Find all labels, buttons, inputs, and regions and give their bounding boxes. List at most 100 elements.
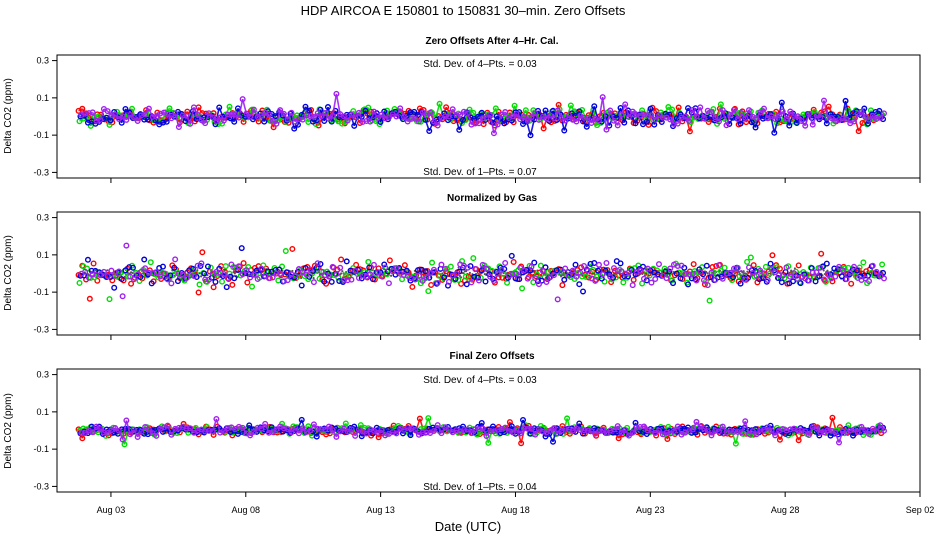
- series-line-segment: [744, 109, 750, 119]
- data-point: [629, 108, 636, 115]
- data-point: [118, 276, 125, 283]
- data-point: [787, 273, 794, 280]
- data-point: [753, 115, 760, 122]
- data-point: [194, 111, 201, 118]
- data-point: [472, 266, 479, 273]
- data-point: [217, 114, 224, 121]
- data-point: [299, 116, 306, 123]
- data-point: [823, 260, 830, 267]
- data-point: [764, 424, 771, 431]
- data-point: [445, 113, 452, 120]
- data-point: [576, 420, 583, 427]
- data-point: [768, 113, 775, 120]
- data-point: [528, 263, 535, 270]
- data-point: [130, 426, 137, 433]
- data-point: [299, 425, 306, 432]
- data-point: [757, 267, 764, 274]
- series-line-segment: [860, 111, 866, 118]
- band-point: [468, 271, 471, 274]
- data-point: [94, 277, 101, 284]
- data-point: [610, 117, 617, 124]
- data-point: [254, 276, 261, 283]
- data-point: [352, 432, 359, 439]
- band-point: [465, 270, 468, 273]
- data-point: [258, 112, 265, 119]
- data-point: [291, 125, 298, 132]
- data-point: [126, 264, 133, 271]
- data-point: [734, 116, 741, 123]
- panel-2-ylabel: Delta CO2 (ppm): [3, 235, 14, 311]
- series-line-segment: [751, 121, 757, 128]
- data-point: [172, 256, 179, 263]
- data-point: [832, 273, 839, 280]
- data-point: [730, 106, 737, 113]
- data-point: [365, 258, 372, 265]
- data-point: [644, 265, 651, 272]
- data-point: [153, 432, 160, 439]
- data-point: [86, 295, 93, 302]
- data-point: [363, 430, 370, 437]
- series-line-segment: [399, 108, 405, 118]
- series-line-segment: [373, 111, 379, 119]
- data-point: [163, 118, 170, 125]
- data-point: [441, 274, 448, 281]
- data-point: [717, 267, 724, 274]
- data-point: [879, 261, 886, 268]
- panel-3-x-ticks: [110, 492, 921, 497]
- data-point: [340, 425, 347, 432]
- data-point: [519, 285, 526, 292]
- data-point: [509, 271, 516, 278]
- data-point: [661, 265, 668, 272]
- data-point: [179, 271, 186, 278]
- series-line-segment: [241, 427, 248, 434]
- series-line-segment: [785, 111, 791, 120]
- data-point: [342, 420, 349, 427]
- data-point: [239, 271, 246, 278]
- series-line-segment: [728, 117, 734, 125]
- data-point: [205, 276, 212, 283]
- data-point: [142, 265, 149, 272]
- data-point: [562, 265, 569, 272]
- band-point: [718, 269, 722, 272]
- series-line-segment: [121, 420, 128, 440]
- data-point: [577, 269, 584, 276]
- data-point: [719, 275, 726, 282]
- data-point: [715, 428, 722, 435]
- data-point: [719, 423, 726, 430]
- panel-3-annotation-top: Std. Dev. of 4–Pts. = 0.03: [423, 375, 537, 386]
- data-point: [532, 275, 539, 282]
- data-point: [742, 276, 749, 283]
- data-point: [427, 270, 434, 277]
- data-point: [464, 426, 471, 433]
- series-line-segment: [624, 429, 630, 437]
- data-point: [787, 108, 794, 115]
- data-point: [250, 106, 257, 113]
- series-line-segment: [364, 110, 370, 119]
- data-point: [229, 281, 236, 288]
- data-point: [292, 272, 299, 279]
- data-point: [847, 269, 854, 276]
- series-line-segment: [797, 115, 803, 122]
- series-line-segment: [283, 113, 289, 120]
- data-point: [610, 265, 617, 272]
- data-point: [866, 278, 873, 285]
- data-point: [468, 430, 475, 437]
- band-point: [199, 275, 203, 278]
- data-point: [772, 116, 779, 123]
- data-point: [749, 428, 756, 435]
- series-line-segment: [440, 426, 446, 434]
- data-point: [783, 115, 790, 122]
- band-point: [705, 270, 708, 274]
- data-point: [220, 271, 227, 278]
- data-point: [333, 433, 340, 440]
- data-point: [441, 110, 448, 117]
- data-point: [643, 431, 650, 438]
- data-point: [760, 105, 767, 112]
- data-point: [528, 425, 535, 432]
- series-line-segment: [521, 109, 527, 118]
- data-point: [298, 282, 305, 289]
- data-point: [216, 104, 223, 111]
- data-point: [374, 115, 381, 122]
- data-point: [532, 110, 539, 117]
- panel-1-ylabel: Delta CO2 (ppm): [3, 78, 14, 154]
